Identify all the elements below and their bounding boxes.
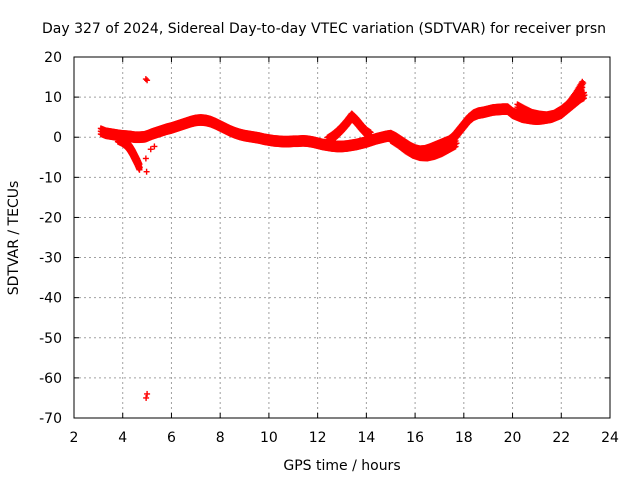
- grid-lines: [74, 57, 610, 418]
- y-tick-label: -60: [39, 371, 62, 387]
- data-points: [97, 76, 588, 401]
- x-tick-label: 14: [357, 430, 375, 446]
- x-tick-label: 18: [455, 430, 473, 446]
- y-tick-label: -50: [39, 331, 62, 347]
- y-axis-label: SDTVAR / TECUs: [6, 181, 22, 296]
- x-tick-label: 6: [167, 430, 176, 446]
- data-point: [144, 390, 151, 397]
- y-tick-label: -70: [39, 411, 62, 427]
- data-point: [144, 77, 151, 84]
- x-tick-label: 4: [118, 430, 127, 446]
- y-tick-labels: 20 10 0 -10 -20 -30 -40 -50 -60 -70: [39, 50, 62, 427]
- y-tick-label: -30: [39, 251, 62, 267]
- chart-title: Day 327 of 2024, Sidereal Day-to-day VTE…: [42, 21, 606, 37]
- x-tick-label: 8: [216, 430, 225, 446]
- x-tick-labels: 2 4 6 8 10 12 14 16 18 20 22 24: [70, 430, 619, 446]
- y-tick-label: -40: [39, 291, 62, 307]
- y-tick-label: 0: [53, 130, 62, 146]
- data-point: [142, 76, 149, 83]
- data-point: [142, 155, 149, 162]
- y-tick-label: 20: [44, 50, 62, 66]
- x-tick-label: 16: [406, 430, 424, 446]
- y-tick-label: 10: [44, 90, 62, 106]
- y-tick-label: -20: [39, 210, 62, 226]
- data-point: [143, 168, 150, 175]
- data-point: [143, 394, 150, 401]
- x-tick-label: 24: [601, 430, 619, 446]
- data-point: [147, 146, 154, 153]
- x-tick-label: 2: [70, 430, 79, 446]
- x-tick-label: 10: [260, 430, 278, 446]
- x-tick-label: 22: [552, 430, 570, 446]
- data-point: [151, 143, 158, 150]
- y-tick-label: -10: [39, 170, 62, 186]
- x-tick-label: 12: [309, 430, 327, 446]
- x-tick-label: 20: [504, 430, 522, 446]
- x-axis-label: GPS time / hours: [283, 458, 400, 474]
